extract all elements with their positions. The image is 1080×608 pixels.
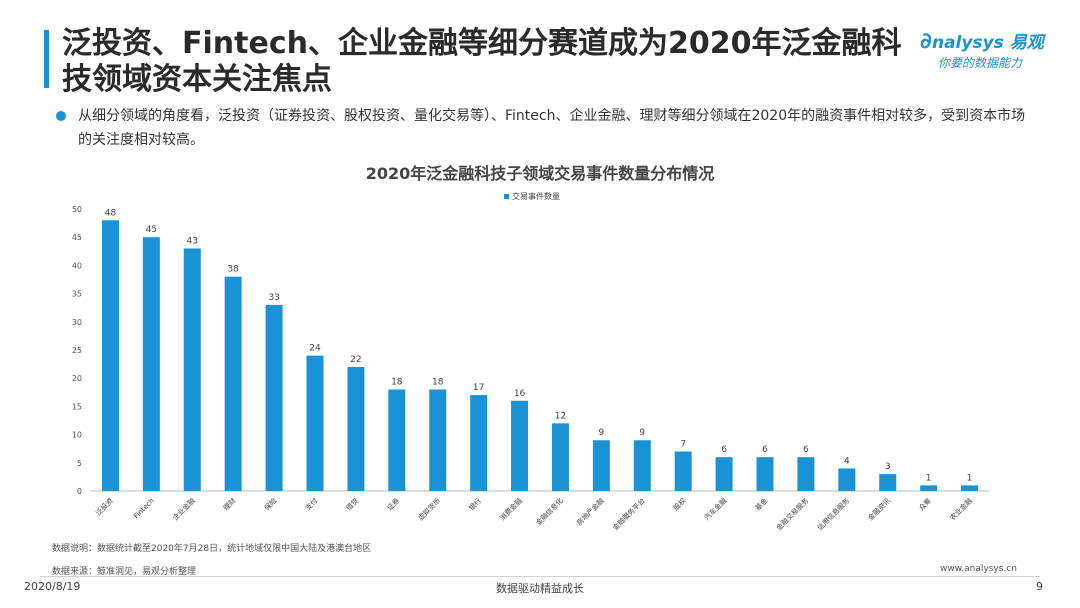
y-tick-label: 10	[72, 431, 82, 440]
data-label: 6	[721, 445, 727, 455]
x-tick-label: 银行	[467, 496, 483, 512]
bar	[142, 237, 160, 491]
bar	[470, 395, 488, 491]
y-tick-label: 40	[72, 261, 82, 270]
x-tick-label: 消费金融	[498, 496, 524, 522]
footer-slogan: 数据驱动精益成长	[496, 582, 584, 595]
data-label: 16	[514, 389, 526, 399]
bar	[633, 440, 651, 491]
bar	[674, 451, 692, 491]
y-tick-label: 35	[72, 290, 82, 299]
x-tick-label: 借贷	[344, 496, 360, 512]
data-label: 6	[803, 445, 809, 455]
bar	[347, 366, 365, 491]
y-tick-label: 50	[72, 205, 82, 214]
x-tick-label: 金融服务平台	[611, 496, 647, 532]
x-tick-label: 基金	[753, 496, 769, 512]
analysys-logo: ∂nalysys 易观 你要的数据能力	[920, 28, 1060, 72]
y-tick-label: 20	[72, 374, 82, 383]
x-tick-label: 金融交易服务	[774, 496, 810, 532]
footer-date: 2020/8/19	[24, 580, 81, 593]
data-label: 7	[680, 440, 686, 450]
bar	[265, 304, 283, 491]
y-tick-label: 15	[72, 402, 82, 411]
logo-name: nalysys 易观	[931, 33, 1044, 53]
legend-swatch	[504, 194, 509, 199]
y-tick-label: 5	[77, 459, 82, 468]
x-tick-label: 房地产金融	[575, 496, 606, 527]
bar	[961, 485, 979, 491]
bullet-dot-icon	[56, 111, 66, 121]
data-label: 4	[844, 456, 850, 466]
data-label: 22	[350, 355, 361, 365]
data-label: 9	[639, 428, 645, 438]
bar	[551, 423, 569, 491]
data-label: 1	[967, 473, 973, 483]
x-tick-label: 保险	[262, 496, 278, 512]
chart-title: 2020年泛金融科技子领域交易事件数量分布情况	[365, 164, 715, 183]
data-label: 45	[146, 225, 157, 235]
bar	[920, 485, 938, 491]
bar	[224, 276, 242, 491]
bar	[715, 457, 733, 491]
x-tick-label: 农业金融	[948, 496, 974, 522]
bar	[183, 248, 201, 491]
footer-divider	[40, 576, 1040, 577]
data-label: 38	[227, 265, 239, 275]
x-tick-label: 金融资讯	[866, 496, 892, 522]
x-tick-label: 汽车金融	[702, 496, 728, 522]
title-accent-bar	[44, 30, 49, 88]
x-tick-label: 虚拟货币	[416, 496, 442, 522]
data-label: 33	[268, 293, 279, 303]
y-tick-label: 30	[72, 318, 82, 327]
y-tick-label: 0	[77, 487, 82, 496]
legend-label: 交易事件数量	[512, 191, 560, 201]
data-note: 数据说明：数据统计截至2020年7月28日，统计地域仅限中国大陆及港澳台地区	[52, 544, 372, 554]
logo-main-text: ∂nalysys 易观	[920, 29, 1044, 54]
bar	[838, 468, 856, 491]
y-tick-label: 45	[72, 233, 82, 242]
x-tick-label: 企业金融	[171, 496, 197, 522]
data-label: 6	[762, 445, 768, 455]
x-tick-label: 泛投资	[94, 496, 115, 517]
data-label: 3	[885, 462, 891, 472]
y-tick-label: 25	[72, 346, 82, 355]
x-tick-label: 众筹	[917, 496, 933, 512]
data-label: 17	[473, 383, 484, 393]
bar	[511, 400, 529, 491]
data-label: 43	[187, 236, 198, 246]
data-label: 48	[105, 208, 117, 218]
x-tick-label: Fintech	[132, 497, 156, 521]
page-title: 泛投资、Fintech、企业金融等细分赛道成为2020年泛金融科技领域资本关注焦…	[62, 26, 902, 97]
data-label: 18	[432, 377, 444, 387]
bar	[388, 389, 406, 491]
x-tick-label: 理财	[221, 496, 237, 512]
x-tick-label: 股权	[671, 496, 687, 512]
bar	[101, 220, 119, 491]
x-tick-label: 金融信息化	[534, 496, 565, 527]
bar	[879, 474, 897, 491]
bar	[797, 457, 815, 491]
data-label: 24	[309, 344, 321, 354]
data-label: 9	[598, 428, 604, 438]
x-tick-label: 支付	[303, 496, 319, 512]
bar	[306, 355, 324, 491]
data-label: 18	[391, 377, 403, 387]
x-tick-label: 信用信息服务	[815, 496, 851, 532]
x-tick-label: 证券	[385, 496, 401, 512]
bar	[756, 457, 774, 491]
data-label: 12	[555, 411, 566, 421]
bar	[592, 440, 610, 491]
website-url: www.analysys.cn	[940, 564, 1017, 574]
data-label: 1	[926, 473, 932, 483]
page-number: 9	[1036, 580, 1043, 593]
intro-text: 从细分领域的角度看，泛投资（证券投资、股权投资、量化交易等）、Fintech、企…	[78, 108, 1026, 148]
logo-slogan: 你要的数据能力	[938, 56, 1023, 70]
data-source: 数据来源：鲸准洞见，易观分析整理	[52, 567, 197, 577]
bar	[429, 389, 447, 491]
